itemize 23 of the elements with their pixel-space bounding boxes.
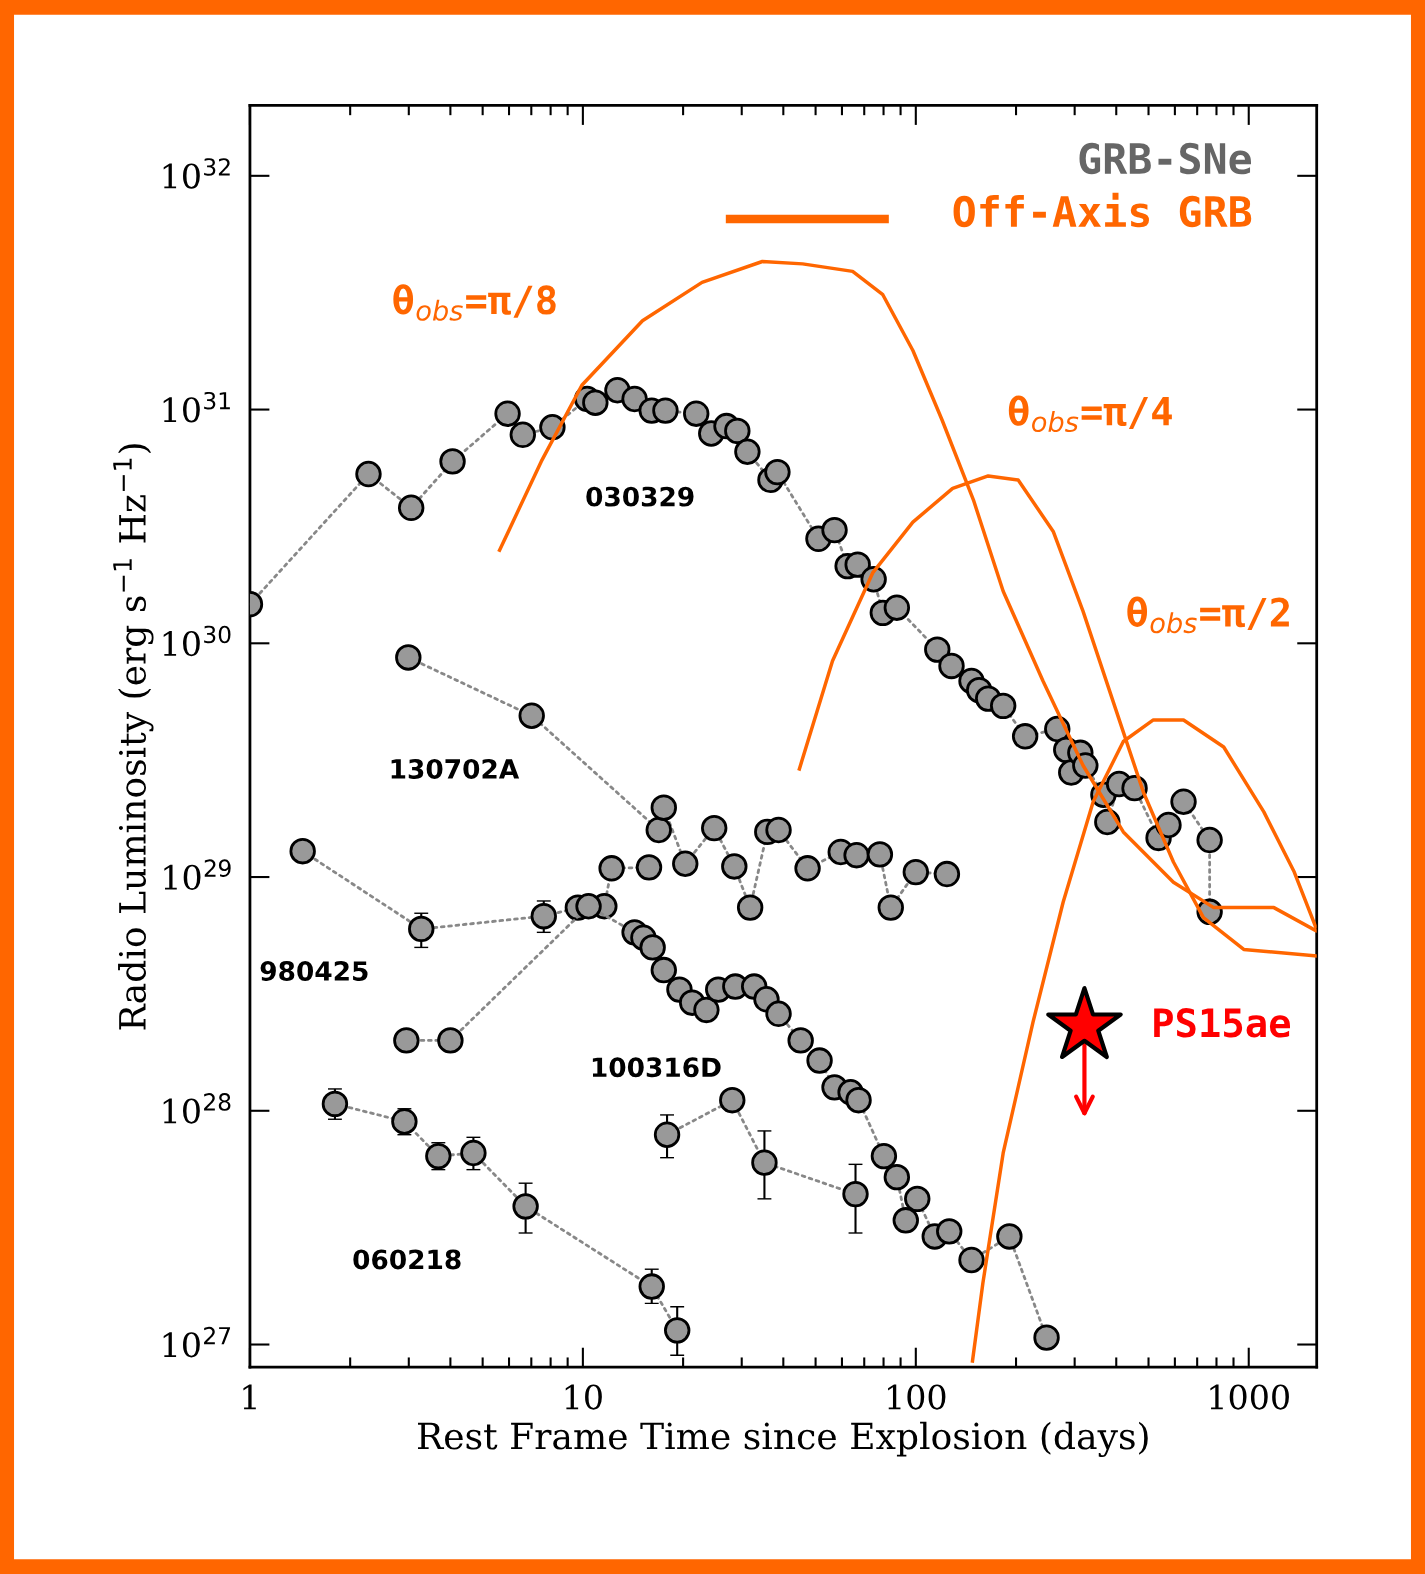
annotation: Off-Axis GRB	[953, 192, 1252, 228]
x-tick-label: 100	[888, 1384, 946, 1410]
x-tick-label: 1000	[1210, 1384, 1289, 1410]
text: θ$_{obs}$=π/2	[1127, 596, 1289, 634]
y-tick-label: 10$^{29}$	[164, 859, 231, 890]
x-tick-label: 10	[565, 1384, 602, 1410]
annotation: GRB-SNe	[1079, 142, 1251, 175]
y-axis-title: Radio Luminosity (erg s$^{−1}$ Hz$^{−1}$)	[113, 444, 154, 1030]
series-label: 130702A	[391, 758, 520, 779]
series-label: θ$_{obs}$=π/4	[1008, 395, 1172, 433]
y-tick-label: 10$^{31}$	[163, 391, 230, 423]
text: 060218	[353, 1249, 461, 1270]
y-tick-label: 10$^{32}$	[163, 158, 230, 189]
series-label: 030329	[586, 486, 694, 507]
series-label: 980425	[260, 961, 368, 981]
series-label: θ$_{obs}$=π/8	[393, 284, 556, 321]
y-tick-label: 10$^{28}$	[163, 1093, 231, 1124]
y-tick-label: 10$^{30}$	[163, 625, 231, 657]
x-axis-title: Rest Frame Time since Explosion (days)	[418, 1421, 1148, 1458]
series-label: 100316D	[592, 1057, 721, 1078]
series-label: PS15ae	[1154, 1008, 1290, 1038]
x-tick-label: 1	[243, 1384, 256, 1410]
y-tick-label: 10$^{27}$	[163, 1326, 231, 1358]
